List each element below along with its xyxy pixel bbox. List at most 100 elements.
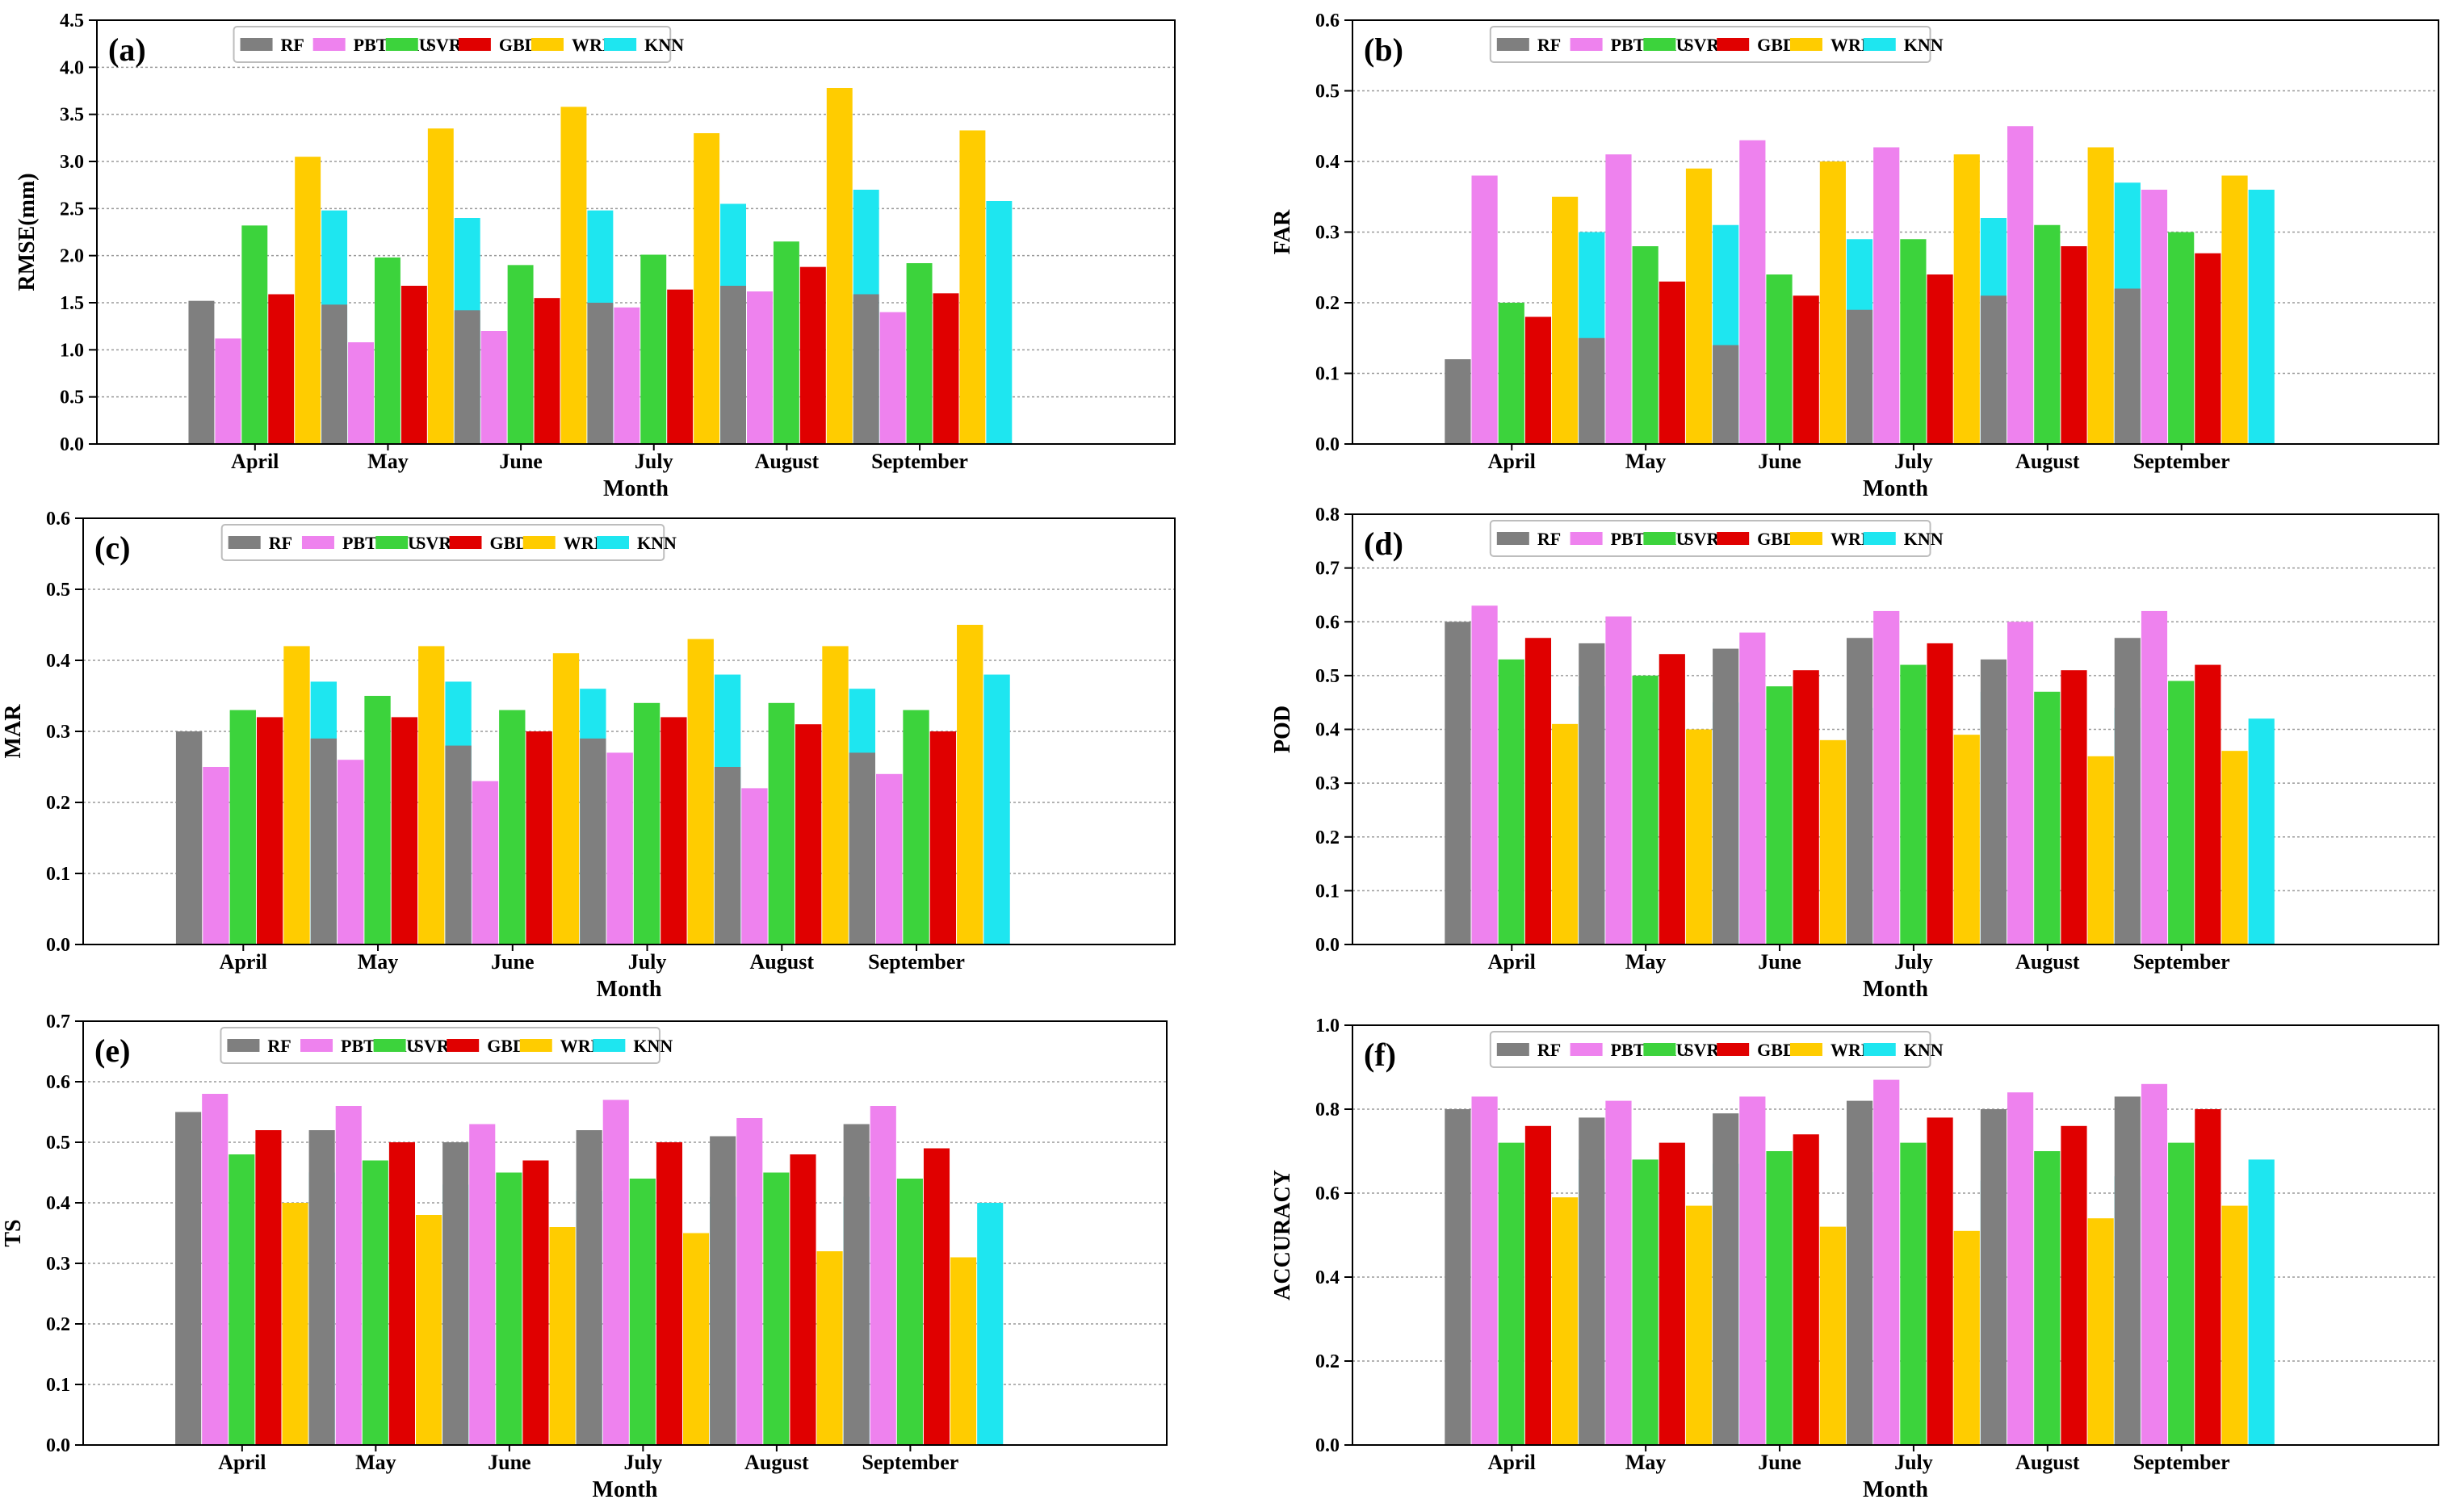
bar-wrf-june <box>560 107 587 445</box>
legend-swatch-rf <box>227 1039 260 1052</box>
y-tick-label: 2.5 <box>60 199 84 220</box>
x-tick-label-september: September <box>868 950 965 974</box>
legend-swatch-pbt-gru <box>1570 532 1603 545</box>
bar-rf-august <box>714 767 741 944</box>
legend-swatch-knn <box>1863 38 1896 51</box>
bar-gbdt-july <box>1927 1117 1953 1445</box>
bar-svr-april <box>1498 1142 1524 1445</box>
y-tick-label: 0.3 <box>46 722 70 743</box>
y-tick-label: 0.1 <box>1315 364 1340 385</box>
bar-svr-july <box>1900 239 1927 444</box>
bar-wrf-may <box>427 128 454 444</box>
bar-pbt-gru-august <box>2007 126 2034 444</box>
y-tick-label: 0.5 <box>1315 666 1340 687</box>
x-tick-label-august: August <box>2015 450 2080 473</box>
bar-knn-september <box>2248 718 2275 944</box>
bar-svr-may <box>362 1160 388 1445</box>
bar-svr-august <box>2034 691 2061 944</box>
y-tick-label: 0.0 <box>1315 434 1340 455</box>
bar-wrf-july <box>1953 735 1980 944</box>
bar-rf-june <box>1713 345 1739 444</box>
bar-rf-april <box>1445 359 1471 444</box>
bar-gbdt-july <box>667 289 694 444</box>
y-tick-label: 0.6 <box>1315 612 1340 633</box>
y-tick-label: 1.0 <box>1315 1016 1340 1037</box>
bar-gbdt-may <box>1659 281 1685 444</box>
x-tick-label-june: June <box>499 450 542 473</box>
legend-box <box>220 524 665 561</box>
legend-label-svr: SVR <box>426 35 463 55</box>
bar-pbt-gru-april <box>1471 605 1498 944</box>
legend-box <box>233 26 672 63</box>
legend-label-rf: RF <box>267 1036 291 1056</box>
bar-wrf-april <box>282 1203 308 1445</box>
legend: RFPBT-GRUSVRGBDTWRFKNN <box>233 26 684 63</box>
x-tick-label-june: June <box>1758 950 1801 974</box>
bar-rf-june <box>445 745 472 944</box>
chart-panel-c: 0.0 0.1 0.2 0.3 0.4 0.5 0.6 April May June July Aug… <box>1 509 1176 1002</box>
bar-pbt-gru-june <box>1739 140 1766 444</box>
x-tick-label-may: May <box>355 1451 396 1474</box>
bar-svr-april <box>241 225 268 444</box>
bar-wrf-june <box>1819 1226 1846 1445</box>
bar-rf-september <box>849 752 876 944</box>
bar-svr-september <box>903 710 929 944</box>
bar-gbdt-june <box>526 731 552 944</box>
bar-pbt-gru-may <box>1605 616 1632 944</box>
bar-gbdt-august <box>790 1154 816 1445</box>
y-tick-label: 0.8 <box>1315 1099 1340 1120</box>
bar-gbdt-september <box>2195 664 2221 944</box>
bar-gbdt-july <box>1927 643 1953 944</box>
bar-rf-september <box>853 294 879 444</box>
bar-svr-may <box>1632 246 1659 444</box>
bar-svr-april <box>1498 659 1524 944</box>
bar-gbdt-april <box>1524 638 1552 944</box>
legend-swatch-wrf <box>519 1039 552 1052</box>
panel-label-a: (a) <box>108 31 146 68</box>
bar-wrf-august <box>2087 147 2114 444</box>
legend-swatch-wrf <box>1789 1043 1822 1056</box>
bar-svr-april <box>229 1154 255 1445</box>
bar-pbt-gru-may <box>348 342 374 444</box>
bar-svr-july <box>640 254 667 444</box>
x-tick-label-september: September <box>862 1451 958 1474</box>
bar-svr-september <box>2168 681 2195 944</box>
bar-svr-august <box>763 1172 790 1445</box>
bar-wrf-june <box>1819 739 1846 944</box>
y-tick-label: 0.4 <box>46 651 70 672</box>
x-tick-label-july: July <box>1894 1451 1933 1474</box>
bar-rf-july <box>587 303 614 444</box>
bar-svr-september <box>2168 232 2195 444</box>
legend-swatch-rf <box>1496 532 1529 545</box>
x-tick-label-june: June <box>488 1451 530 1474</box>
bar-pbt-gru-april <box>1471 1096 1498 1445</box>
y-tick-label: 1.0 <box>60 340 84 361</box>
bar-gbdt-may <box>1659 1142 1685 1445</box>
x-tick-label-july: July <box>628 950 667 974</box>
y-tick-label: 0.4 <box>1315 720 1340 741</box>
x-tick-label-may: May <box>1625 1451 1667 1474</box>
bar-rf-may <box>308 1130 335 1445</box>
bar-gbdt-july <box>660 717 687 944</box>
bar-rf-june <box>442 1142 469 1445</box>
bar-rf-june <box>1713 1113 1739 1445</box>
plot-frame <box>82 517 1176 945</box>
bar-gbdt-august <box>795 724 822 944</box>
legend-label-knn: KNN <box>633 1036 673 1056</box>
bar-wrf-june <box>552 653 580 944</box>
bar-rf-may <box>1579 337 1605 444</box>
legend-label-svr: SVR <box>416 533 452 553</box>
bar-gbdt-august <box>2061 1125 2087 1445</box>
bar-pbt-gru-july <box>606 752 633 944</box>
bar-svr-june <box>1766 686 1793 944</box>
bar-rf-april <box>1445 1109 1471 1445</box>
legend-swatch-knn <box>604 38 637 51</box>
x-tick-label-august: August <box>744 1451 809 1474</box>
bar-wrf-september <box>2221 175 2248 444</box>
bar-gbdt-may <box>388 1142 415 1445</box>
bar-gbdt-june <box>1793 1134 1819 1445</box>
bar-wrf-april <box>1552 723 1579 944</box>
legend-swatch-pbt-gru <box>312 38 346 51</box>
x-tick-label-may: May <box>358 950 399 974</box>
bar-wrf-august <box>826 88 853 444</box>
